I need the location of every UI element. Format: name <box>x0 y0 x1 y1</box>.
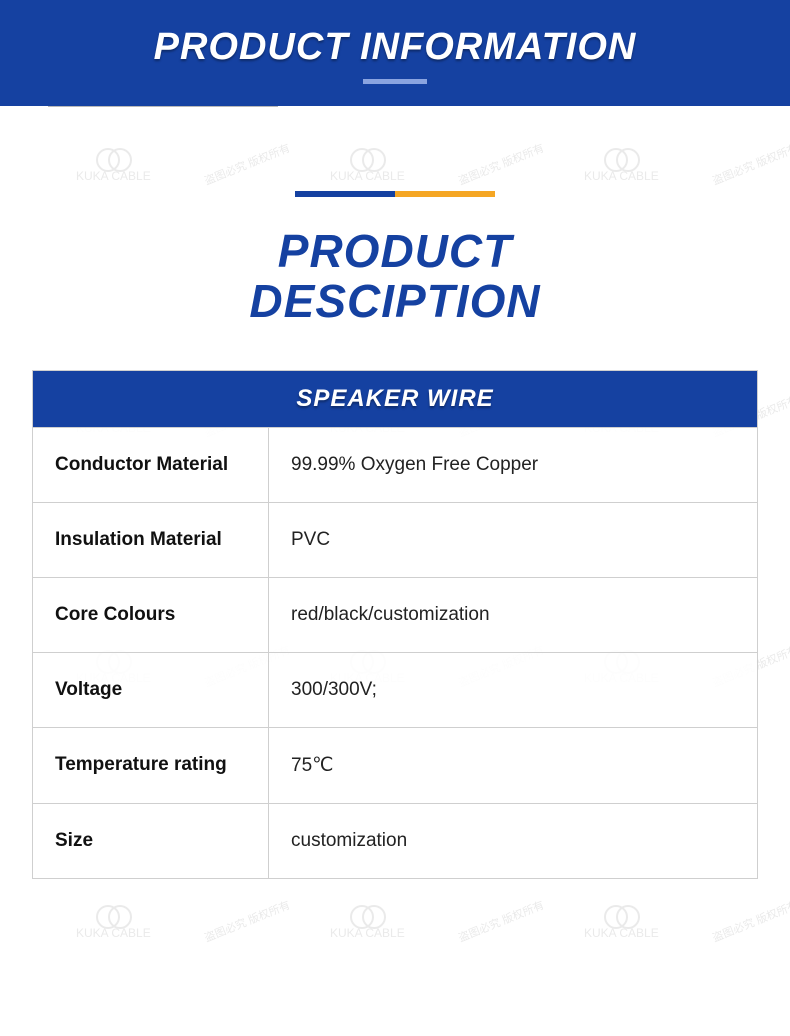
section-title-line2: DESCIPTION <box>0 277 790 327</box>
spec-value: customization <box>269 804 757 878</box>
table-row: Size customization <box>33 803 757 878</box>
header-banner: PRODUCT INFORMATION <box>0 0 790 106</box>
table-row: Temperature rating 75℃ <box>33 727 757 803</box>
spec-label: Voltage <box>33 653 269 727</box>
spec-label: Temperature rating <box>33 728 269 803</box>
spec-label: Insulation Material <box>33 503 269 577</box>
table-row: Voltage 300/300V; <box>33 652 757 727</box>
spec-value: red/black/customization <box>269 578 757 652</box>
spec-label: Size <box>33 804 269 878</box>
spec-table: SPEAKER WIRE Conductor Material 99.99% O… <box>32 370 758 879</box>
table-row: Conductor Material 99.99% Oxygen Free Co… <box>33 427 757 502</box>
section-title: PRODUCT DESCIPTION <box>0 227 790 326</box>
section-title-line1: PRODUCT <box>0 227 790 277</box>
spec-label: Core Colours <box>33 578 269 652</box>
spec-value: 300/300V; <box>269 653 757 727</box>
page-title: PRODUCT INFORMATION <box>0 26 790 69</box>
spec-value: PVC <box>269 503 757 577</box>
banner-hairline <box>0 106 790 107</box>
table-row: Core Colours red/black/customization <box>33 577 757 652</box>
table-row: Insulation Material PVC <box>33 502 757 577</box>
spec-value: 99.99% Oxygen Free Copper <box>269 428 757 502</box>
spec-value: 75℃ <box>269 728 757 803</box>
section-divider <box>295 191 495 197</box>
divider-blue <box>295 191 395 197</box>
divider-orange <box>395 191 495 197</box>
spec-table-caption: SPEAKER WIRE <box>33 371 757 427</box>
banner-underline <box>363 79 427 84</box>
spec-label: Conductor Material <box>33 428 269 502</box>
